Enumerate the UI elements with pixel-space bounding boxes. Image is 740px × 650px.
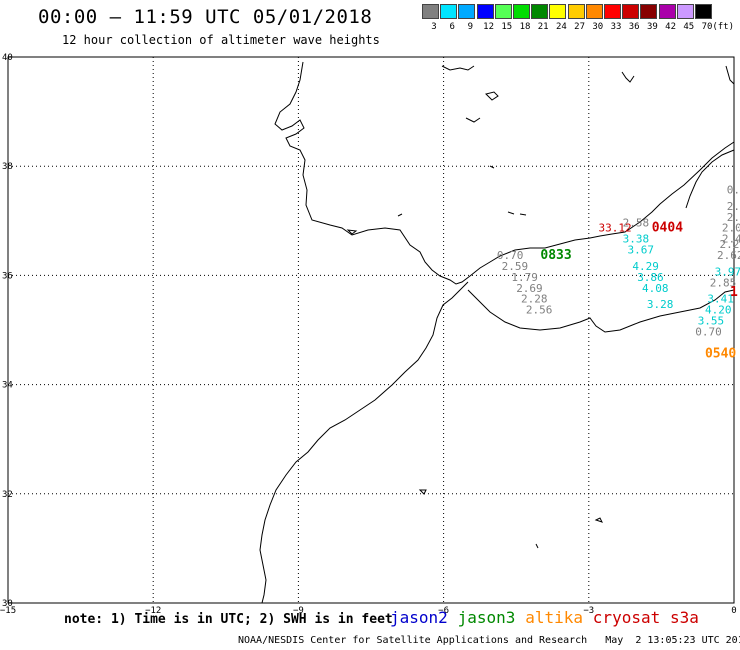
swh-value: 2.4: [722, 233, 740, 246]
lon-tick-label: −9: [293, 606, 304, 616]
scale-label: 6: [449, 22, 455, 32]
coastline: [259, 61, 735, 604]
swh-value: 2.69: [516, 282, 543, 295]
lon-tick-label: −12: [145, 606, 161, 616]
scale-swatch: [440, 4, 458, 19]
scale-label: 3: [431, 22, 437, 32]
pass-time: 0404: [652, 221, 683, 236]
swh-value: 2.85: [710, 276, 737, 289]
scale-swatch: [676, 4, 694, 19]
lat-tick-label: 38: [2, 162, 13, 172]
map-frame: [7, 56, 735, 604]
map-title: 00:00 – 11:59 UTC 05/01/2018: [38, 6, 373, 28]
scale-swatch: [567, 4, 585, 19]
swh-value: 3.28: [647, 298, 674, 311]
scale-swatch: [604, 4, 621, 19]
graticule: [8, 57, 734, 603]
scale-label: 24: [555, 22, 567, 32]
swh-value: 3.41: [707, 293, 734, 306]
swh-value: 2.62: [717, 249, 740, 262]
scale-label: 45: [683, 22, 695, 32]
scale-unit-label: (ft): [712, 22, 735, 32]
satellite-altika: altika: [525, 608, 583, 627]
swh-value: 0.70: [497, 249, 523, 262]
swh-value: 2.: [727, 200, 740, 213]
scale-label: 42: [665, 22, 677, 32]
scale-swatch: [658, 4, 676, 19]
scale-label: 18: [519, 22, 531, 32]
lon-tick-label: 0: [731, 606, 736, 616]
swh-observations: 0.702.591.792.692.282.5633.122.583.383.6…: [497, 184, 740, 339]
swh-value: 2.28: [521, 293, 548, 306]
swh-value: 2.22: [719, 238, 740, 251]
scale-swatch: [549, 4, 567, 19]
scale-swatch: [422, 4, 439, 19]
lon-tick-label: −3: [583, 606, 594, 616]
swh-value: 3.38: [623, 233, 650, 246]
scale-swatch: [494, 4, 512, 19]
swh-value: 3.97: [715, 265, 740, 278]
swh-value: 2.56: [526, 304, 553, 317]
scale-label: 30: [592, 22, 604, 32]
satellite-s3a: s3a: [670, 608, 699, 627]
lat-tick-label: 30: [2, 599, 13, 609]
swh-value: 33.12: [598, 222, 631, 235]
scale-swatch: [531, 4, 549, 19]
scale-label: 36: [628, 22, 640, 32]
swh-value: 2.59: [502, 260, 529, 273]
scale-swatch: [585, 4, 603, 19]
scale-label: 27: [574, 22, 586, 32]
scale-swatch: [695, 4, 712, 19]
credit-line: NOAA/NESDIS Center for Satellite Applica…: [238, 635, 740, 646]
swh-value: 3.67: [628, 244, 655, 257]
pass-time: 0540: [705, 346, 736, 361]
swh-value: 2.0: [722, 222, 740, 235]
swh-value: 3.86: [637, 271, 664, 284]
scale-label: 12: [483, 22, 495, 32]
swh-value: 2.58: [623, 216, 650, 229]
swh-value: 3.55: [698, 315, 725, 328]
scale-swatch: [622, 4, 640, 19]
map-subtitle: 12 hour collection of altimeter wave hei…: [62, 33, 380, 47]
footer-note: note: 1) Time is in UTC; 2) SWH is in fe…: [64, 612, 393, 627]
satellite-cryosat: cryosat: [592, 608, 661, 627]
swh-value: 1.79: [511, 271, 538, 284]
scale-label: 39: [646, 22, 658, 32]
lat-tick-label: 36: [2, 271, 13, 281]
swh-value: 0.: [727, 184, 740, 197]
swh-value: 4.29: [632, 260, 659, 273]
lon-tick-label: −6: [438, 606, 449, 616]
edge-mark: 1: [730, 285, 738, 300]
scale-label: 70: [701, 22, 713, 32]
scale-label: 15: [501, 22, 513, 32]
scale-label: 9: [467, 22, 474, 32]
pass-time-labels: 0833 0404 0540: [540, 221, 736, 362]
scale-swatch: [513, 4, 530, 19]
scale-label: 33: [610, 22, 622, 32]
axis-tick-labels: −15 −12 −9 −6 −3 0 40 38 36 34 32 30: [0, 53, 737, 616]
lon-tick-label: −15: [0, 606, 16, 616]
satellite-jason3: jason3: [457, 608, 516, 627]
scale-swatch: [640, 4, 658, 19]
lat-tick-label: 34: [2, 381, 13, 391]
pass-time: 0833: [540, 248, 571, 263]
swh-value: 4.08: [642, 282, 669, 295]
swh-value: 2.: [727, 211, 740, 224]
scale-swatch: [458, 4, 476, 19]
swh-value: 4.20: [705, 304, 732, 317]
lat-tick-label: 40: [2, 53, 13, 63]
lat-tick-label: 32: [2, 490, 13, 500]
scale-label: 21: [537, 22, 549, 32]
satellite-jason2: jason2: [390, 608, 448, 627]
swh-value: 0.70: [695, 325, 722, 338]
scale-swatch: [476, 4, 494, 19]
